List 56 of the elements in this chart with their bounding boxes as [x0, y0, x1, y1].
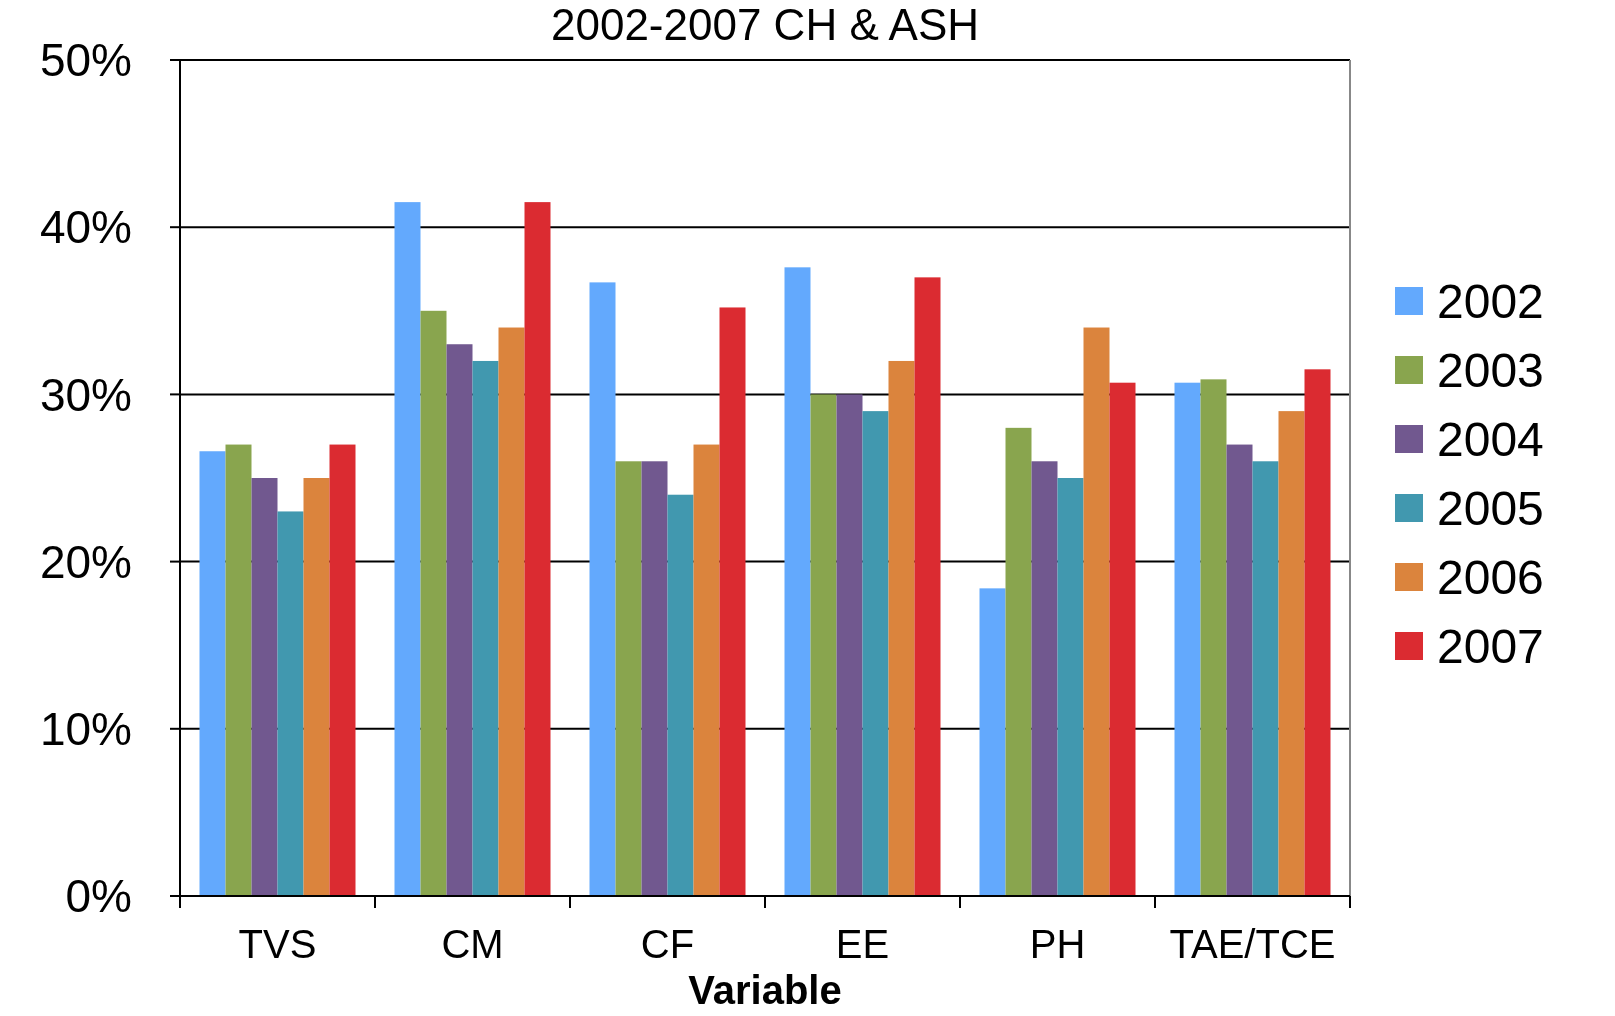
bar [1252, 461, 1279, 896]
bar [784, 267, 811, 896]
x-tick-label: EE [835, 922, 890, 966]
bar [1005, 427, 1032, 896]
y-tick-label: 20% [39, 535, 132, 588]
y-tick-label: 50% [39, 34, 132, 87]
legend-label: 2006 [1437, 550, 1544, 604]
bar [641, 461, 668, 896]
bar [719, 307, 746, 896]
legend-label: 2004 [1437, 412, 1544, 466]
x-tick-label: TAE/TCE [1169, 922, 1336, 966]
x-tick-label: CF [640, 922, 695, 966]
bar [693, 444, 720, 896]
bar [914, 277, 941, 896]
bar [979, 588, 1006, 896]
legend-label: 2003 [1437, 343, 1544, 397]
bar [1226, 444, 1253, 896]
y-tick-label: 40% [39, 201, 132, 254]
bar [810, 394, 837, 896]
bar [1304, 369, 1331, 896]
bar [836, 394, 863, 896]
bar [667, 494, 694, 896]
bar [251, 478, 278, 896]
y-tick-label: 0% [65, 870, 132, 923]
bar [888, 360, 915, 896]
legend-label: 2002 [1437, 274, 1544, 328]
bar [329, 444, 356, 896]
bar [589, 282, 616, 896]
chart-title: 2002-2007 CH & ASH [550, 0, 980, 49]
legend-label: 2005 [1437, 481, 1544, 535]
bar [277, 511, 304, 896]
y-tick-label: 10% [39, 702, 132, 755]
bar [446, 344, 473, 896]
bar [1174, 382, 1201, 896]
bar [1057, 478, 1084, 896]
x-tick-label: TVS [238, 922, 317, 966]
bar [1200, 379, 1227, 896]
bar [1109, 382, 1136, 896]
y-tick-label: 30% [39, 368, 132, 421]
bar [1278, 411, 1305, 896]
x-axis-title: Variable [688, 968, 842, 1012]
legend-label: 2007 [1437, 619, 1544, 673]
x-tick-label: CM [441, 922, 504, 966]
bar [1083, 327, 1110, 896]
bar [303, 478, 330, 896]
bar [862, 411, 889, 896]
bar [225, 444, 252, 896]
bar [524, 202, 551, 896]
bar [199, 451, 226, 896]
bar [615, 461, 642, 896]
bar [394, 202, 421, 896]
bar [420, 310, 447, 896]
bar [1031, 461, 1058, 896]
x-tick-label: PH [1029, 922, 1086, 966]
bar [472, 360, 499, 896]
bar [498, 327, 525, 896]
